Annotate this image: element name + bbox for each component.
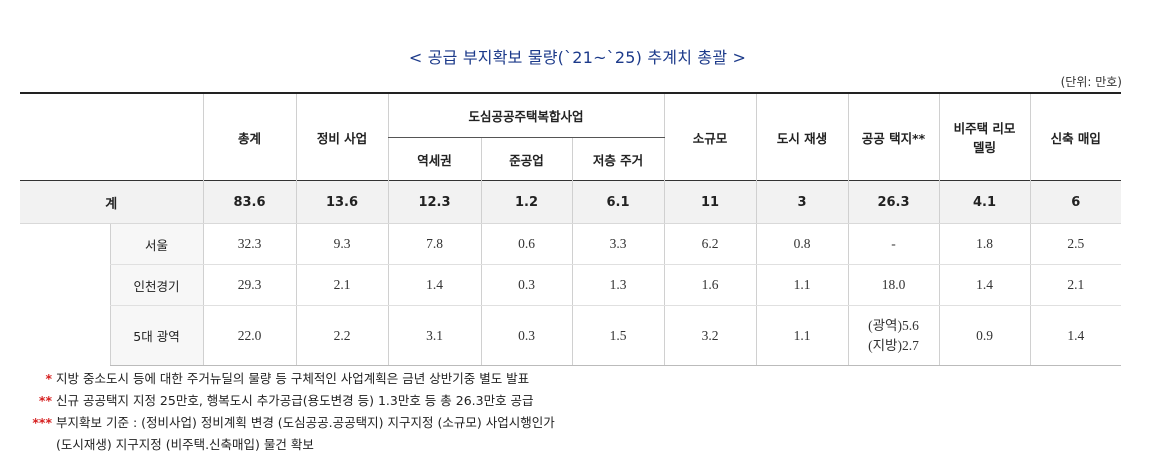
- table-cell: 1.8: [938, 223, 1030, 265]
- header-total: 총계: [202, 92, 296, 181]
- table-cell: 1.4: [387, 264, 481, 306]
- table-cell: 1.1: [755, 305, 848, 366]
- table-cell: 0.8: [755, 223, 848, 265]
- table-cell: 22.0: [202, 305, 296, 366]
- table-cell: 0.3: [480, 264, 572, 306]
- header-redevelopment: 정비 사업: [295, 92, 388, 181]
- header-semi-industrial: 준공업: [480, 137, 572, 181]
- table-cell: 0.6: [480, 223, 572, 265]
- table-cell: 18.0: [847, 264, 939, 306]
- table-row-total: 계 83.6 13.6 12.3 1.2 6.1 11 3 26.3 4.1 6: [20, 180, 1121, 224]
- table-cell: -: [847, 223, 939, 265]
- header-non-housing-remodel: 비주택 리모델링: [938, 92, 1030, 181]
- table-cell: 12.3: [387, 180, 481, 224]
- header-public-land: 공공 택지**: [847, 92, 939, 181]
- supply-summary-table: 총계 정비 사업 도심공공주택복합사업 소규모 도시 재생 공공 택지** 비주…: [20, 92, 1121, 366]
- footnote: ** 신규 공공택지 지정 25만호, 행복도시 추가공급(용도변경 등) 1.3…: [30, 390, 555, 412]
- table-cell: 1.4: [1029, 305, 1121, 366]
- header-new-purchase: 신축 매입: [1029, 92, 1121, 181]
- table-cell: 1.5: [571, 305, 664, 366]
- footnote-mark: **: [38, 393, 52, 408]
- header-dosim-group: 도심공공주택복합사업: [387, 92, 664, 138]
- table-cell: 13.6: [295, 180, 388, 224]
- row-label: 서울: [109, 223, 203, 265]
- header-station-area: 역세권: [387, 137, 481, 181]
- table-cell: 1.4: [938, 264, 1030, 306]
- table-cell: 83.6: [202, 180, 296, 224]
- table-cell: 6: [1029, 180, 1121, 224]
- footnote-text: 지방 중소도시 등에 대한 주거뉴딜의 물량 등 구체적인 사업계획은 금년 상…: [56, 371, 530, 386]
- table-cell-public-land: (광역)5.6 (지방)2.7: [847, 305, 939, 366]
- table-row: 서울 32.3 9.3 7.8 0.6 3.3 6.2 0.8 - 1.8 2.…: [20, 223, 1121, 366]
- header-small-scale: 소규모: [663, 92, 756, 181]
- table-cell: 3.1: [387, 305, 481, 366]
- footnote-mark: ***: [32, 415, 52, 430]
- page-title: < 공급 부지확보 물량(`21~`25) 추계치 총괄 >: [408, 48, 747, 67]
- table-cell: 1.6: [663, 264, 756, 306]
- table-cell: 3.2: [663, 305, 756, 366]
- header-corner: [20, 92, 203, 181]
- table-cell: 2.1: [1029, 264, 1121, 306]
- table-cell: 0.9: [938, 305, 1030, 366]
- table-cell: 1.2: [480, 180, 572, 224]
- footnote-text: 신규 공공택지 지정 25만호, 행복도시 추가공급(용도변경 등) 1.3만호…: [56, 393, 534, 408]
- row-label: 인천경기: [109, 264, 203, 306]
- unit-label: (단위: 만호): [1060, 75, 1122, 89]
- table-cell: 3.3: [571, 223, 664, 265]
- table-cell: 7.8: [387, 223, 481, 265]
- table-cell: 26.3: [847, 180, 939, 224]
- table-cell: 32.3: [202, 223, 296, 265]
- table-cell: 11: [663, 180, 756, 224]
- public-land-line-metro: (광역)5.6: [868, 317, 919, 333]
- footnote-mark: *: [45, 371, 52, 386]
- table-cell: 0.3: [480, 305, 572, 366]
- public-land-line-local: (지방)2.7: [868, 337, 919, 353]
- table-cell: 29.3: [202, 264, 296, 306]
- table-cell: 4.1: [938, 180, 1030, 224]
- table-cell: 1.1: [755, 264, 848, 306]
- header-low-rise: 저층 주거: [571, 137, 664, 181]
- footnote: *** 부지확보 기준 : (정비사업) 정비계획 변경 (도심공공.공공택지) …: [30, 412, 555, 434]
- table-cell: 9.3: [295, 223, 388, 265]
- blank-cell: [20, 223, 110, 366]
- table-cell: 2.1: [295, 264, 388, 306]
- footnote-text: 부지확보 기준 : (정비사업) 정비계획 변경 (도심공공.공공택지) 지구지…: [56, 415, 555, 430]
- table-cell: 1.3: [571, 264, 664, 306]
- total-row-label: 계: [20, 180, 203, 224]
- footnotes: * 지방 중소도시 등에 대한 주거뉴딜의 물량 등 구체적인 사업계획은 금년 …: [30, 368, 555, 456]
- footnote-continuation: (도시재생) 지구지정 (비주택.신축매입) 물건 확보: [56, 437, 314, 452]
- table-cell: 6.1: [571, 180, 664, 224]
- table-cell: 6.2: [663, 223, 756, 265]
- table-row: 5대 광역 22.0 2.2 3.1 0.3 1.5 3.2 1.1 (광역)5…: [20, 305, 1121, 366]
- table-row: 인천경기 29.3 2.1 1.4 0.3 1.3 1.6 1.1 18.0 1…: [20, 264, 1121, 306]
- footnote: * 지방 중소도시 등에 대한 주거뉴딜의 물량 등 구체적인 사업계획은 금년 …: [30, 368, 555, 390]
- row-label: 5대 광역: [109, 305, 203, 366]
- header-urban-regen: 도시 재생: [755, 92, 848, 181]
- table-cell: 2.5: [1029, 223, 1121, 265]
- table-cell: 2.2: [295, 305, 388, 366]
- table-cell: 3: [755, 180, 848, 224]
